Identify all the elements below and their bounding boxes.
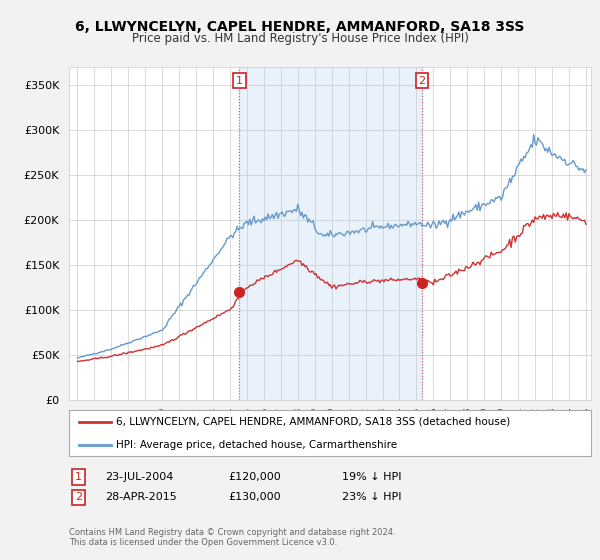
Text: £130,000: £130,000 (228, 492, 281, 502)
Bar (239, 67, 422, 400)
Text: 6, LLWYNCELYN, CAPEL HENDRE, AMMANFORD, SA18 3SS: 6, LLWYNCELYN, CAPEL HENDRE, AMMANFORD, … (76, 20, 524, 34)
Text: 23% ↓ HPI: 23% ↓ HPI (342, 492, 401, 502)
Text: 28-APR-2015: 28-APR-2015 (105, 492, 177, 502)
Text: 23-JUL-2004: 23-JUL-2004 (105, 472, 173, 482)
Text: 6, LLWYNCELYN, CAPEL HENDRE, AMMANFORD, SA18 3SS (detached house): 6, LLWYNCELYN, CAPEL HENDRE, AMMANFORD, … (116, 417, 510, 427)
Text: Price paid vs. HM Land Registry's House Price Index (HPI): Price paid vs. HM Land Registry's House … (131, 32, 469, 45)
Text: 2: 2 (418, 76, 425, 86)
Text: HPI: Average price, detached house, Carmarthenshire: HPI: Average price, detached house, Carm… (116, 440, 397, 450)
Text: £120,000: £120,000 (228, 472, 281, 482)
Text: 1: 1 (75, 472, 82, 482)
Text: 2: 2 (75, 492, 82, 502)
Text: 19% ↓ HPI: 19% ↓ HPI (342, 472, 401, 482)
Text: 1: 1 (236, 76, 243, 86)
Text: Contains HM Land Registry data © Crown copyright and database right 2024.
This d: Contains HM Land Registry data © Crown c… (69, 528, 395, 547)
